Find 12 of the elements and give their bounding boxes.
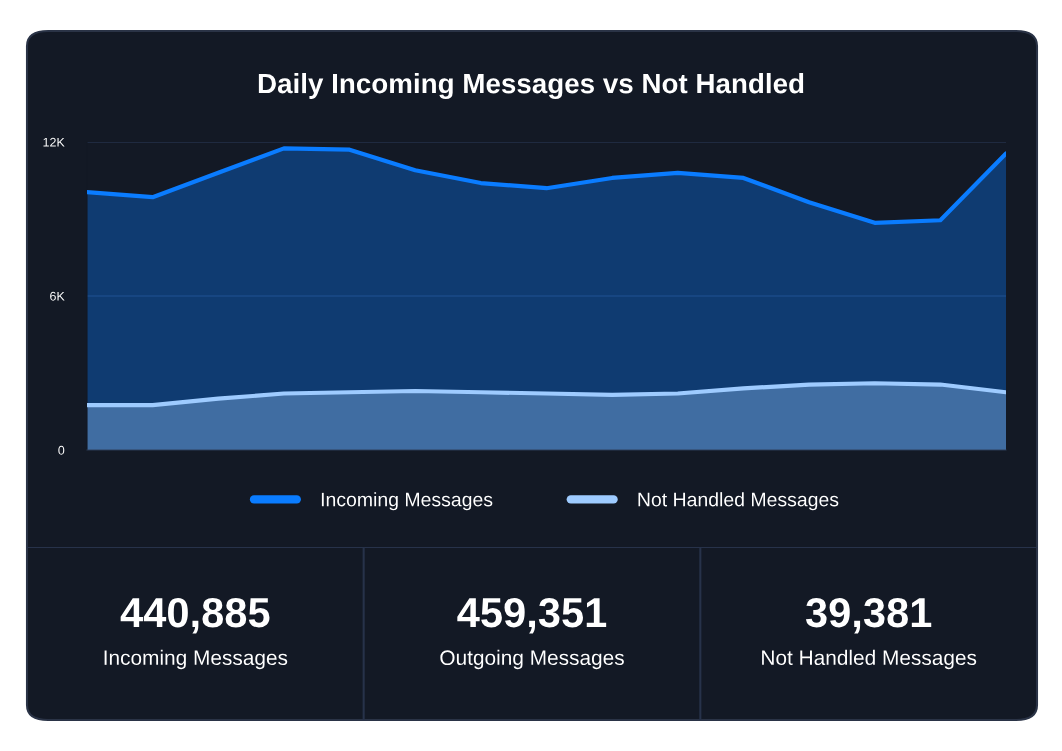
text: Outgoing Messages	[440, 649, 624, 670]
chart-title: Daily Incoming Messages vs Not Handled	[258, 72, 804, 100]
text: 440,885	[120, 597, 270, 634]
legend-label: Incoming Messages	[321, 492, 493, 511]
text: 39,381	[805, 597, 932, 634]
legend-label: Not Handled Messages	[638, 492, 839, 511]
y-tick-label: 6K	[50, 291, 65, 301]
text: Incoming Messages	[104, 649, 288, 670]
y-tick-label: 12K	[43, 137, 65, 147]
text: Not Handled Messages	[762, 649, 977, 670]
text: 459,351	[457, 597, 607, 634]
y-tick-label: 0	[58, 445, 65, 455]
